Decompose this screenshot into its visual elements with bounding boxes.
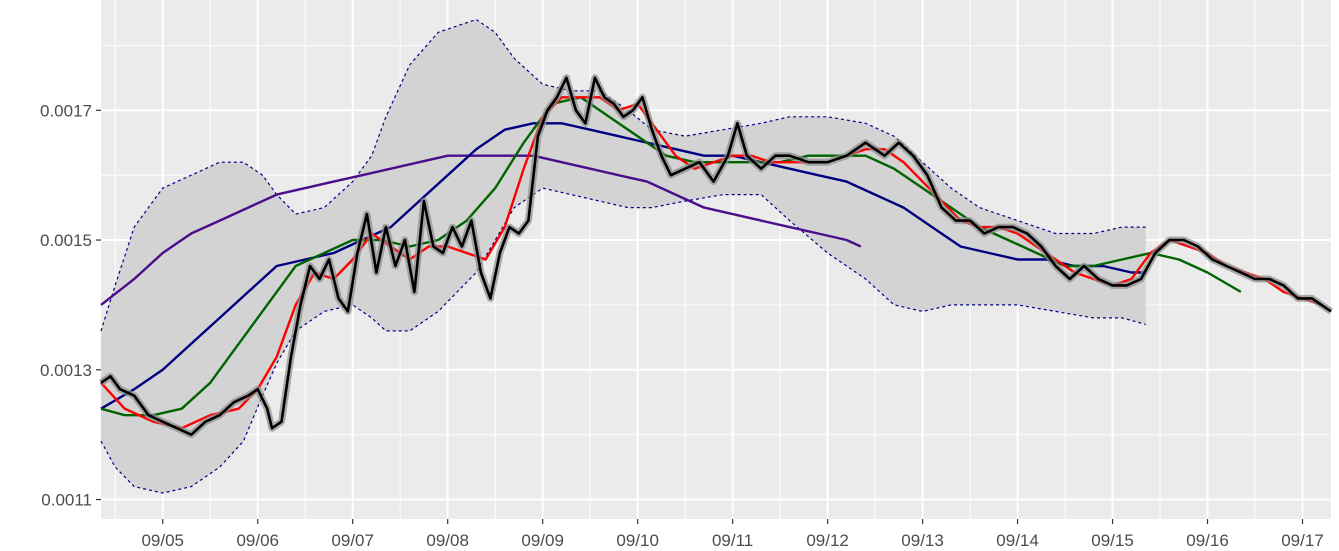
x-tick-label: 09/15 [1091, 531, 1134, 550]
x-tick-label: 09/12 [806, 531, 849, 550]
y-tick-label: 0.0015 [40, 231, 92, 250]
x-tick-label: 09/14 [996, 531, 1039, 550]
x-tick-label: 09/10 [616, 531, 659, 550]
series-line [100, 122, 1146, 410]
price-series [99, 74, 1333, 439]
x-tick-label: 09/09 [521, 531, 564, 550]
band-upper-edge [100, 18, 1146, 332]
y-axis: 0.0011 0.0013 0.0015 0.0017 [40, 101, 101, 510]
x-tick-label: 09/08 [426, 531, 469, 550]
x-tick-label: 09/16 [1186, 531, 1229, 550]
y-tick-label: 0.0011 [41, 491, 92, 510]
x-tick-label: 09/11 [712, 531, 753, 550]
price-line [100, 76, 1332, 436]
moving-average-lines [100, 96, 1322, 430]
x-tick-label: 09/17 [1281, 531, 1324, 550]
x-tick-label: 09/05 [141, 531, 184, 550]
y-tick-label: 0.0013 [40, 361, 92, 380]
x-tick-label: 09/07 [331, 531, 374, 550]
y-tick-label: 0.0017 [40, 101, 92, 120]
x-axis: 09/05 09/06 09/07 09/08 09/09 09/10 09/11 09/12… [141, 519, 1324, 550]
x-tick-label: 09/06 [236, 531, 279, 550]
series-line [100, 96, 1322, 430]
series-line [100, 154, 862, 306]
x-tick-label: 09/13 [901, 531, 944, 550]
band-area [101, 19, 1146, 493]
